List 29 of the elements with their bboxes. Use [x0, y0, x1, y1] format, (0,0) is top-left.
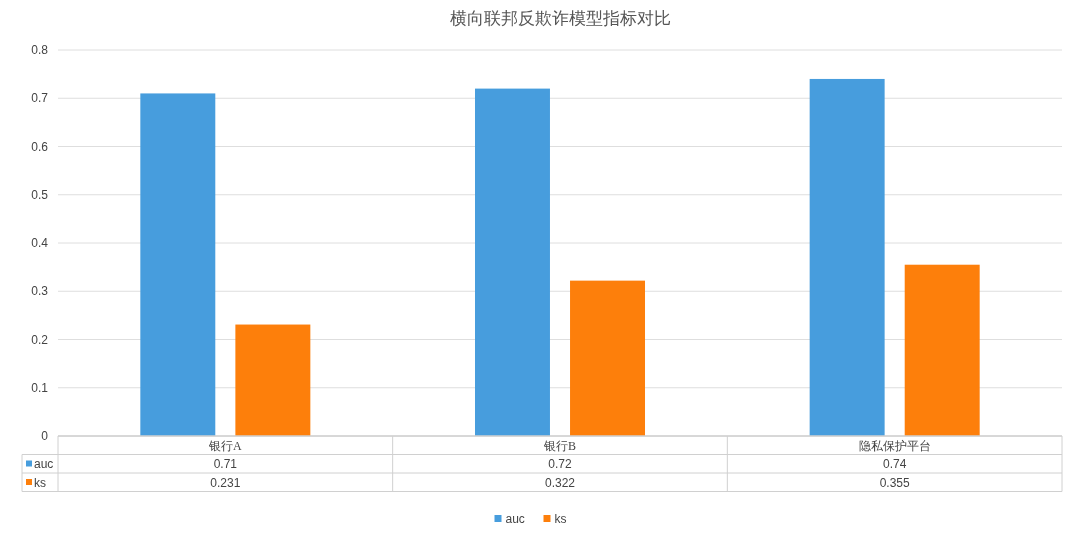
y-tick-label: 0.7 [31, 91, 49, 106]
data-label: 0.74 [882, 457, 907, 471]
data-label: 0.72 [548, 457, 572, 471]
bar [904, 264, 980, 436]
x-tick-label: 隐私保护平台 [858, 439, 931, 453]
legend-label: auc [505, 511, 525, 526]
legend-label: ks [554, 511, 567, 526]
data-label: 0.322 [544, 475, 576, 490]
y-tick-label: 0.8 [31, 43, 49, 57]
bar [475, 88, 550, 436]
y-tick-label: 0.6 [31, 139, 49, 154]
data-label: 0.231 [210, 475, 241, 490]
bar [235, 324, 311, 436]
x-tick-label: 银行A [208, 439, 242, 453]
y-tick-label: 0.1 [31, 380, 49, 395]
bar [809, 78, 885, 436]
data-label: 0.355 [879, 475, 911, 490]
data-label: 0.71 [213, 457, 238, 471]
bar [570, 280, 646, 436]
y-tick-label: 0.4 [31, 236, 49, 250]
x-tick-label: 银行B [542, 439, 577, 453]
text: auc [34, 457, 54, 471]
text: ks [34, 475, 46, 490]
y-tick-label: 0.5 [31, 187, 49, 202]
y-tick-label: 0 [41, 429, 49, 443]
bar [140, 93, 216, 436]
y-tick-label: 0.2 [31, 332, 49, 347]
chart-title: 横向联邦反欺诈模型指标对比 [449, 9, 671, 28]
y-tick-label: 0.3 [31, 284, 49, 299]
